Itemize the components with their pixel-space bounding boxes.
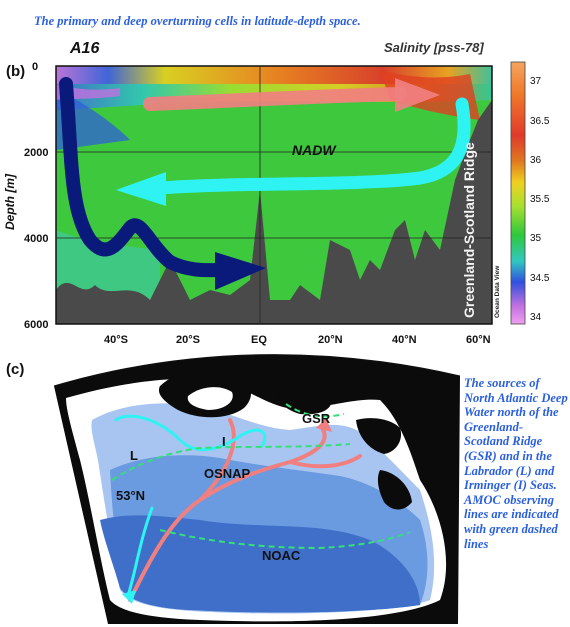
depth-axis-label: Depth [m] <box>3 173 17 230</box>
colorbar-tick: 34 <box>530 312 542 323</box>
panel-b-label: (b) <box>6 63 25 80</box>
latitude-tick: 20°N <box>318 334 343 346</box>
upper-cell-arrow <box>143 78 440 112</box>
observing-lines <box>111 403 411 550</box>
north-atlantic-map <box>53 354 461 624</box>
watermark: Ocean Data View <box>494 265 501 318</box>
section-title: A16 <box>69 40 99 57</box>
irminger-label: I <box>222 434 226 449</box>
latitude-tick: 20°S <box>176 334 200 346</box>
noac-label: NOAC <box>262 548 301 563</box>
depth-tick: 4000 <box>24 233 48 245</box>
figure-caption-side: The sources of North Atlantic Deep Water… <box>464 376 568 551</box>
latitude-tick: 60°N <box>466 334 491 346</box>
colorbar-tick: 34.5 <box>530 273 550 284</box>
circulation-arrows-map <box>114 414 362 604</box>
depth-ticks: 0 2000 4000 6000 <box>24 61 48 331</box>
latitude-ticks: 40°S 20°S EQ 20°N 40°N 60°N <box>104 334 491 346</box>
colorbar-tick: 36 <box>530 155 542 166</box>
latitude-tick: 40°S <box>104 334 128 346</box>
nadw-label: NADW <box>292 142 337 158</box>
colorbar-tick: 37 <box>530 76 542 87</box>
latitude-tick: EQ <box>251 334 267 346</box>
deep-cell-arrow <box>59 77 266 290</box>
ridge-label: Greenland-Scotland Ridge <box>461 142 477 318</box>
salinity-colorbar: 37 36.5 36 35.5 35 34.5 34 <box>510 61 550 325</box>
depth-tick: 6000 <box>24 319 48 331</box>
osnap-label: OSNAP <box>204 466 251 481</box>
latitude-tick: 40°N <box>392 334 417 346</box>
variable-title: Salinity [pss-78] <box>384 40 484 55</box>
figure-caption-top: The primary and deep overturning cells i… <box>34 14 361 28</box>
panel-c-label: (c) <box>6 361 24 378</box>
gsr-label: GSR <box>302 411 331 426</box>
depth-tick: 0 <box>32 61 38 73</box>
labrador-label: L <box>130 448 138 463</box>
colorbar-tick: 35.5 <box>530 194 550 205</box>
colorbar-tick: 35 <box>530 233 542 244</box>
nadw-arrow <box>116 97 471 206</box>
colorbar-tick: 36.5 <box>530 116 550 127</box>
depth-tick: 2000 <box>24 147 48 159</box>
latitude-53n-label: 53°N <box>116 488 145 503</box>
